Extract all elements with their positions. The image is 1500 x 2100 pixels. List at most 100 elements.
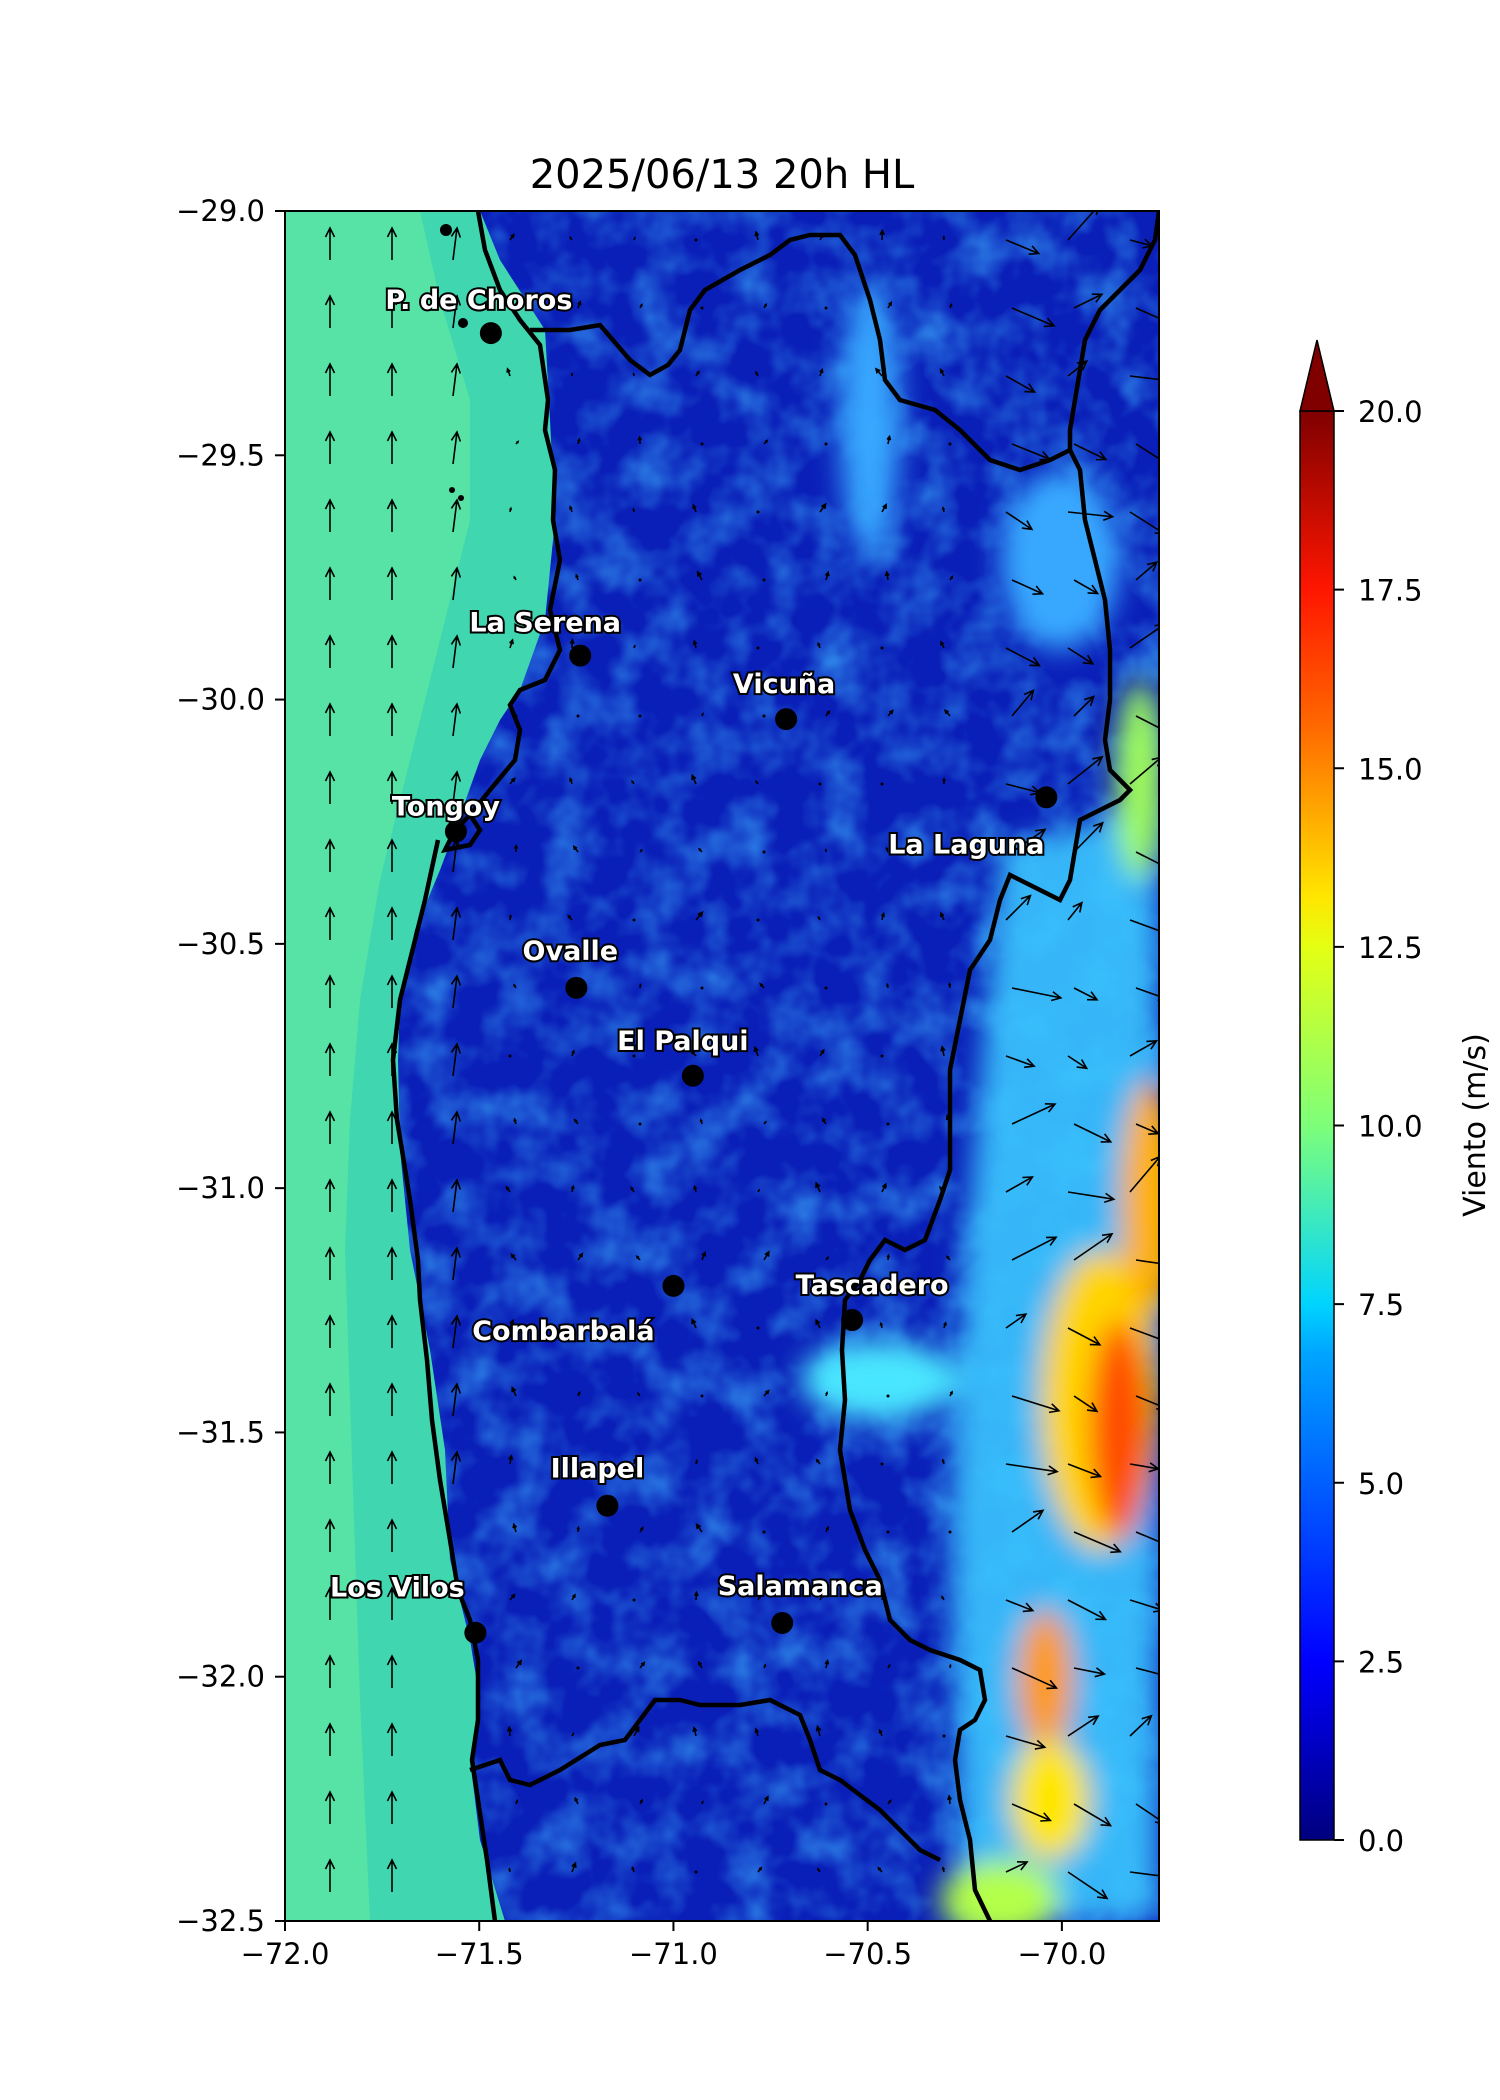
wind-arrow (1005, 1735, 1047, 1750)
wind-arrow (1005, 1861, 1029, 1873)
wind-arrow (515, 1659, 523, 1669)
wind-arrow (880, 646, 884, 650)
wind-arrow (632, 1054, 636, 1058)
wind-vector-field (324, 211, 1159, 1900)
wind-arrow (324, 770, 336, 804)
x-tick-label: −72.0 (241, 1937, 330, 1971)
wind-arrow (941, 506, 946, 513)
wind-arrow (887, 709, 894, 717)
wind-arrow (1011, 1667, 1059, 1690)
wind-arrow (762, 1530, 766, 1534)
wind-arrow (753, 1045, 759, 1057)
wind-arrow (825, 1391, 829, 1397)
wind-arrow (1067, 647, 1095, 665)
wind-arrow (324, 498, 336, 532)
wind-arrow (577, 1252, 584, 1261)
wind-arrow (699, 1118, 703, 1125)
wind-arrow (1011, 828, 1047, 853)
wind-arrow (878, 1728, 883, 1737)
colorbar-tick-label: 10.0 (1358, 1110, 1423, 1144)
city-label: Tascadero (796, 1270, 949, 1301)
wind-arrow (386, 1314, 398, 1348)
wind-arrow (944, 708, 951, 717)
wind-arrow (450, 362, 462, 397)
wind-arrow (1129, 919, 1159, 932)
wind-arrow (824, 1802, 828, 1806)
wind-arrow (626, 1319, 635, 1329)
wind-arrow (825, 709, 831, 717)
wind-arrow (886, 434, 892, 445)
colorbar-gradient (1299, 410, 1335, 1841)
wind-arrow (1005, 647, 1042, 667)
wind-arrow (881, 503, 888, 513)
wind-arrow (939, 368, 945, 377)
city-markers: P. de Choros La Serena Vicuña Tongoy La Lagu… (328, 283, 1058, 1644)
wind-arrow (508, 913, 513, 921)
wind-arrow (763, 1663, 767, 1669)
city-marker (444, 820, 467, 843)
y-tick-label: −29.5 (176, 438, 265, 472)
wind-arrow (324, 1314, 336, 1348)
wind-arrow (638, 714, 642, 718)
wind-arrow (824, 848, 828, 853)
wind-arrow (450, 634, 462, 669)
wind-arrow (513, 983, 517, 989)
wind-arrow (879, 228, 886, 241)
wind-arrow (1073, 293, 1104, 309)
wind-arrow (632, 1457, 637, 1465)
wind-arrow (818, 782, 822, 786)
wind-arrow (940, 640, 945, 649)
colorbar-tick-label: 17.5 (1358, 574, 1423, 608)
plot-frame (284, 210, 1160, 1922)
wind-arrow (1005, 1463, 1059, 1476)
wind-arrow (324, 1858, 336, 1892)
wind-arrow (324, 1518, 336, 1552)
wind-arrow (509, 233, 515, 241)
wind-arrow (886, 1394, 890, 1398)
wind-arrow (450, 226, 462, 261)
axis-ticks: −72.0 −71.5 −71.0 −70.5 −70.0 −29.0 −29.5 −30.0… (176, 194, 1106, 1971)
x-tick-label: −71.0 (629, 1937, 718, 1971)
wind-arrow (512, 1522, 518, 1533)
wind-arrow (324, 1178, 336, 1212)
wind-arrow (815, 1318, 821, 1329)
x-tick-label: −70.5 (823, 1937, 912, 1971)
wind-arrow (759, 982, 765, 989)
wind-arrow (1135, 307, 1159, 320)
wind-arrow (450, 770, 462, 805)
city-marker (565, 976, 588, 999)
city-label: Ovalle (523, 936, 619, 967)
wind-arrow (450, 906, 462, 941)
wind-arrow (1129, 1327, 1159, 1340)
wind-arrow (949, 1390, 953, 1397)
city-marker (596, 1494, 619, 1517)
wind-arrow (1073, 821, 1104, 853)
wind-arrow (763, 1120, 767, 1125)
wind-arrow (886, 1253, 891, 1261)
wind-arrow (510, 1253, 517, 1261)
wind-arrow (1011, 1236, 1058, 1261)
wind-arrow (1011, 443, 1052, 461)
wind-arrow (509, 506, 513, 513)
wind-arrow (450, 1314, 462, 1349)
wind-arrow (700, 442, 704, 446)
wind-arrow (879, 1321, 884, 1329)
wind-arrow (700, 986, 704, 990)
y-tick-label: −32.5 (176, 1904, 265, 1938)
wind-arrow (692, 639, 698, 649)
wind-arrow (763, 1250, 770, 1261)
wind-arrow (450, 1178, 462, 1213)
wind-arrow (1073, 1803, 1113, 1827)
wind-arrow (513, 1117, 517, 1125)
wind-arrow (941, 1595, 945, 1601)
wind-arrow (887, 300, 893, 309)
wind-arrow (756, 646, 760, 650)
wind-arrow (450, 974, 462, 1009)
wind-arrow (386, 226, 398, 260)
wind-arrow (939, 911, 945, 921)
wind-arrow (513, 575, 517, 581)
y-tick-label: −32.0 (176, 1660, 265, 1694)
wind-arrow (695, 910, 704, 921)
wind-arrow (577, 437, 581, 445)
wind-arrow (942, 777, 946, 785)
